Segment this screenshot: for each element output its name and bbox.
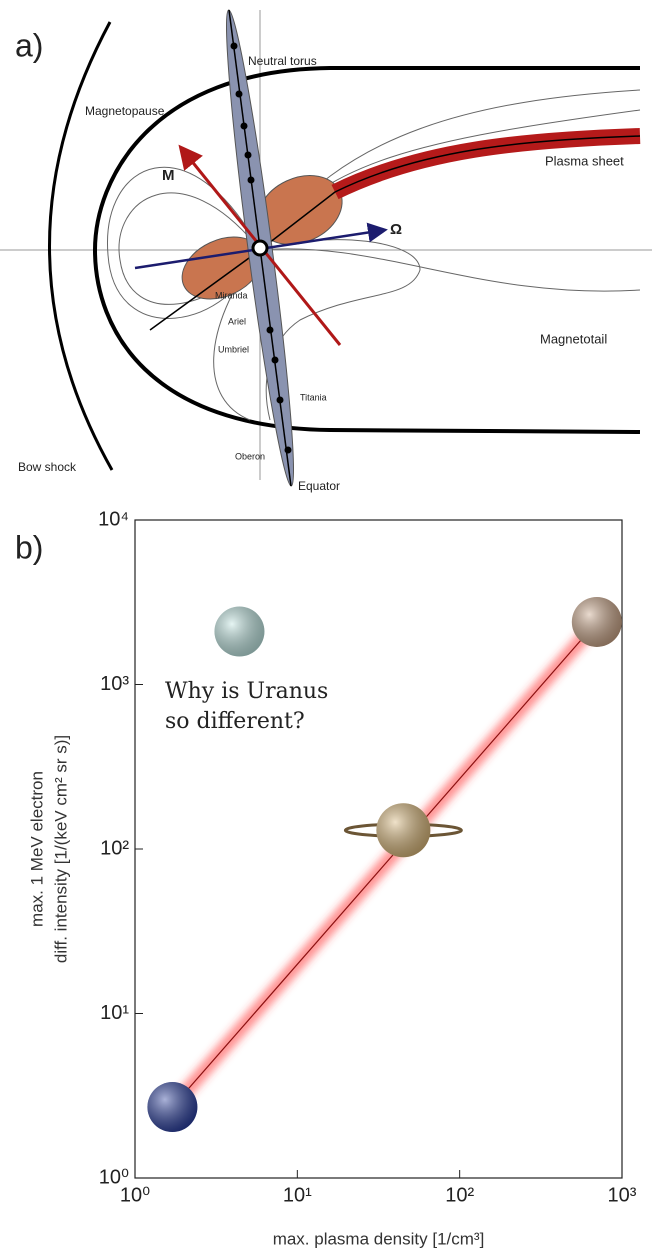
label: Magnetotail <box>540 331 607 346</box>
y-axis-label: diff. intensity [1/(keV cm² sr s)] <box>51 735 70 963</box>
bow-shock <box>48 21 114 471</box>
y-tick-label: 10⁰ <box>99 1166 129 1188</box>
label: Magnetopause <box>85 104 165 118</box>
annotation: Why is Uranus <box>165 679 328 704</box>
planet-shade <box>214 606 265 657</box>
planet-shade <box>147 1082 198 1133</box>
plot-frame <box>134 519 623 1179</box>
moon-dots <box>230 42 292 454</box>
y-tick-label: 10² <box>100 837 129 859</box>
panel-label: b) <box>15 529 43 565</box>
label: Oberon <box>235 451 265 461</box>
uranus <box>251 239 269 257</box>
label: Titania <box>300 392 327 402</box>
label: M <box>162 167 175 184</box>
label: Plasma sheet <box>545 153 624 168</box>
y-tick-label: 10¹ <box>100 1002 129 1024</box>
magnetopause <box>92 66 641 434</box>
planet-shade <box>571 596 622 647</box>
panel-label: a) <box>15 27 43 63</box>
y-axis-label: max. 1 MeV electron <box>27 771 46 927</box>
y-tick-label: 10³ <box>100 673 129 695</box>
x-axis-label: max. plasma density [1/cm³] <box>273 1229 485 1248</box>
x-tick-label: 10² <box>445 1184 474 1206</box>
label: Ω <box>390 221 402 238</box>
x-tick-label: 10¹ <box>283 1184 312 1206</box>
diagram: a) Neutral torus Magnetopause M Ω Plasma… <box>0 9 652 493</box>
x-tick-label: 10⁰ <box>120 1184 150 1206</box>
annotation: so different? <box>165 709 305 734</box>
label: Miranda <box>215 290 248 300</box>
label: Ariel <box>228 316 246 326</box>
planet-shade <box>376 803 431 858</box>
label: Bow shock <box>18 460 77 474</box>
label: Equator <box>298 479 340 493</box>
fit-line <box>171 621 598 1108</box>
y-tick-label: 10⁴ <box>98 508 129 530</box>
sheet-axis <box>149 135 641 331</box>
label: Neutral torus <box>248 54 317 68</box>
label: Umbriel <box>218 344 249 354</box>
x-tick-label: 10³ <box>608 1184 637 1206</box>
